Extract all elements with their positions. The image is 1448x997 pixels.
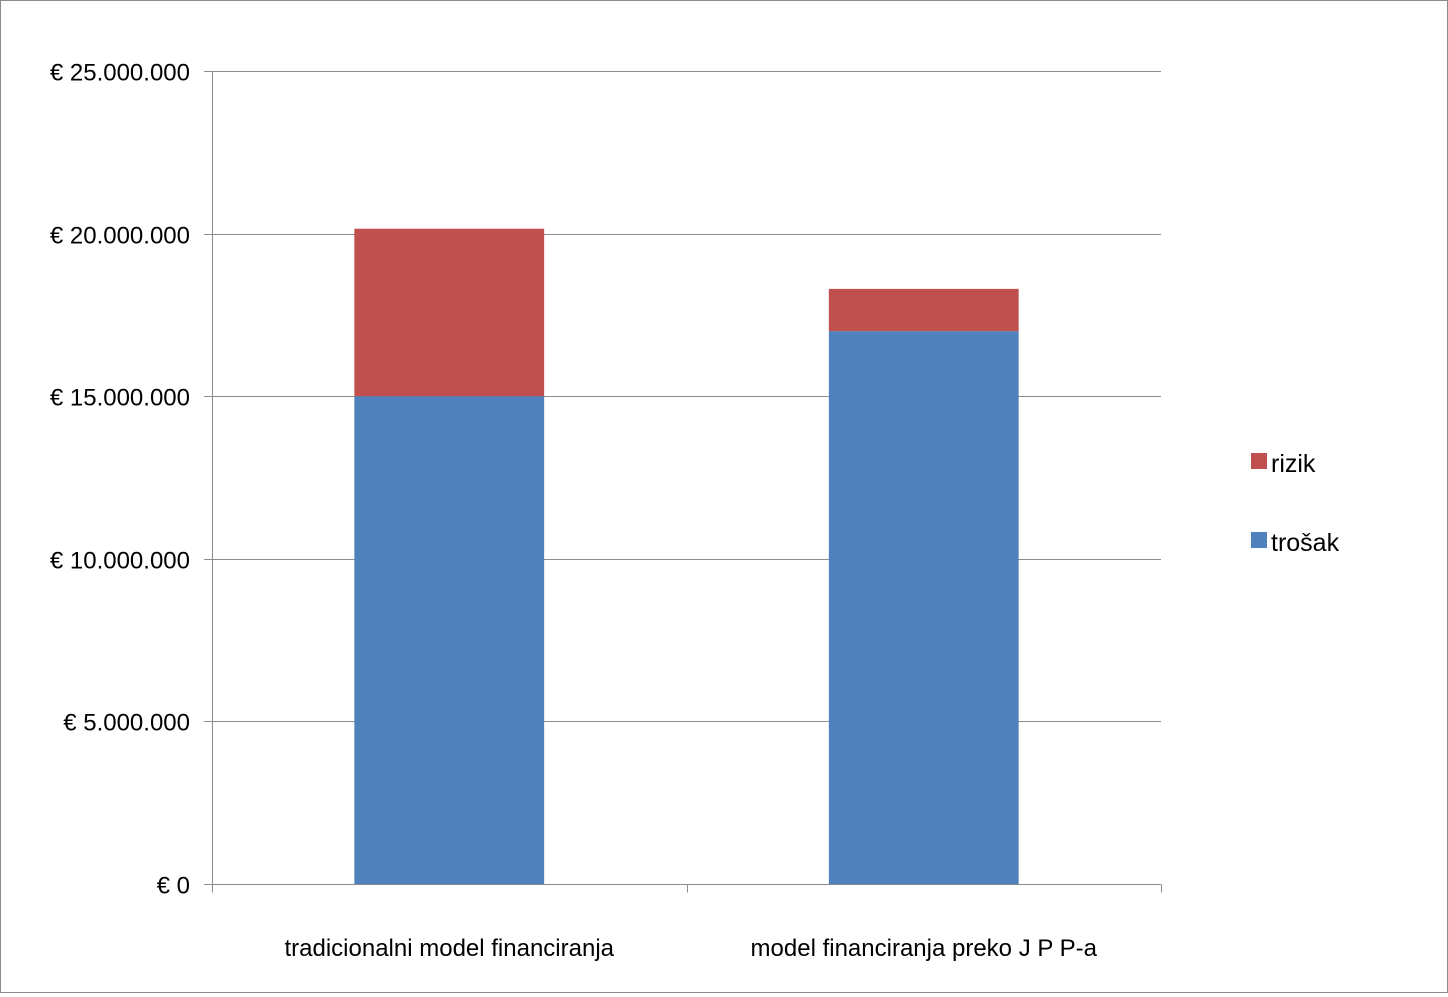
y-tick-label: € 5.000.000: [63, 710, 190, 737]
x-tick-label: tradicionalni model financiranja: [284, 935, 614, 962]
x-tick-label: model financiranja preko J P P-a: [751, 935, 1098, 962]
y-tick-label: € 10.000.000: [50, 548, 190, 575]
y-tick-label: € 0: [157, 873, 190, 900]
bar-rizik-tradicionalni-model-financiranja: [354, 228, 545, 397]
bar-trosak-model-financiranja-preko-j-p-p-a: [828, 331, 1019, 884]
legend-label-rizik: rizik: [1271, 450, 1316, 478]
bar-rizik-model-financiranja-preko-j-p-p-a: [828, 288, 1019, 332]
y-tick-label: € 25.000.000: [50, 60, 190, 87]
legend: rizik trošak: [1251, 450, 1340, 557]
legend-swatch-trosak: [1251, 532, 1267, 548]
axes: € 0 € 5.000.000 € 10.000.000 € 15.000.000 € …: [50, 60, 1162, 962]
legend-swatch-rizik: [1251, 453, 1267, 469]
bar-trosak-tradicionalni-model-financiranja: [354, 396, 545, 884]
legend-label-trosak: trošak: [1271, 529, 1340, 557]
y-tick-label: € 15.000.000: [50, 385, 190, 412]
y-tick-label: € 20.000.000: [50, 223, 190, 250]
bars: [354, 228, 1019, 884]
